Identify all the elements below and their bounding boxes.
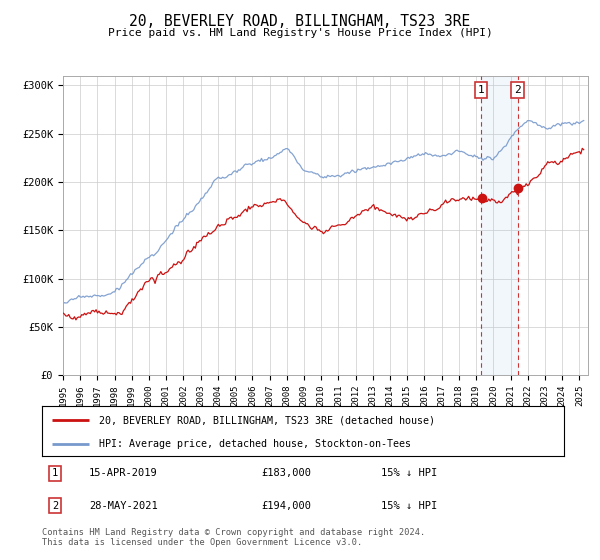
Text: 2: 2 <box>514 85 521 95</box>
Text: 15-APR-2019: 15-APR-2019 <box>89 468 158 478</box>
Text: £183,000: £183,000 <box>261 468 311 478</box>
Text: Contains HM Land Registry data © Crown copyright and database right 2024.
This d: Contains HM Land Registry data © Crown c… <box>42 528 425 547</box>
Text: HPI: Average price, detached house, Stockton-on-Tees: HPI: Average price, detached house, Stoc… <box>100 439 412 449</box>
Bar <box>481 76 518 375</box>
Text: 15% ↓ HPI: 15% ↓ HPI <box>382 468 437 478</box>
Text: 28-MAY-2021: 28-MAY-2021 <box>89 501 158 511</box>
Text: £194,000: £194,000 <box>261 501 311 511</box>
Text: 1: 1 <box>52 468 58 478</box>
Text: 15% ↓ HPI: 15% ↓ HPI <box>382 501 437 511</box>
Text: 20, BEVERLEY ROAD, BILLINGHAM, TS23 3RE (detached house): 20, BEVERLEY ROAD, BILLINGHAM, TS23 3RE … <box>100 415 436 425</box>
Text: 2: 2 <box>52 501 58 511</box>
Text: 20, BEVERLEY ROAD, BILLINGHAM, TS23 3RE: 20, BEVERLEY ROAD, BILLINGHAM, TS23 3RE <box>130 14 470 29</box>
Text: Price paid vs. HM Land Registry's House Price Index (HPI): Price paid vs. HM Land Registry's House … <box>107 28 493 38</box>
Text: 1: 1 <box>478 85 484 95</box>
